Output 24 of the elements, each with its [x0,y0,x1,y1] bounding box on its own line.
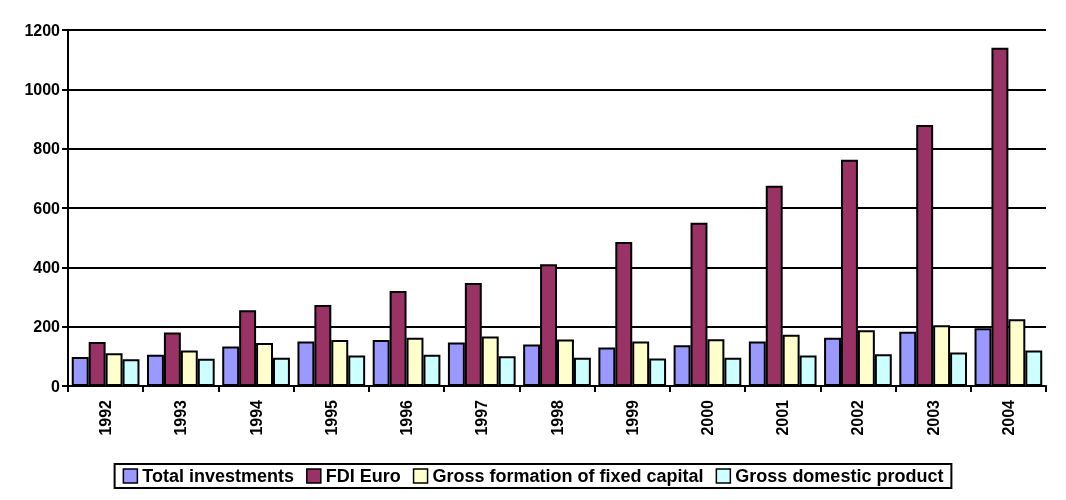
y-tick-label: 800 [33,140,61,158]
x-tick-label: 1995 [322,399,340,436]
x-tick-label: 2004 [999,399,1017,436]
y-tick-label: 0 [51,377,61,395]
legend-label: Gross domestic product [735,466,944,486]
x-tick-label: 1992 [97,399,115,436]
y-tick-label: 200 [33,318,61,336]
legend-label: Total investments [142,466,295,486]
x-tick-label: 1993 [172,399,190,436]
x-tick-label: 1999 [623,399,641,436]
y-tick-label: 400 [33,258,61,276]
x-tick-label: 1998 [548,399,566,436]
x-tick-label: 2003 [924,399,942,436]
x-tick-label: 1994 [247,399,265,436]
y-tick-label: 1200 [24,21,61,39]
x-tick-label: 2000 [698,399,716,436]
legend-label: FDI Euro [325,466,401,486]
x-tick-label: 1997 [473,399,491,436]
y-tick-label: 1000 [24,80,61,98]
y-tick-label: 600 [33,199,61,217]
x-tick-label: 2001 [774,399,792,436]
x-tick-label: 1996 [398,399,416,436]
legend-label: Gross formation of fixed capital [432,466,704,486]
x-tick-label: 2002 [849,399,867,436]
